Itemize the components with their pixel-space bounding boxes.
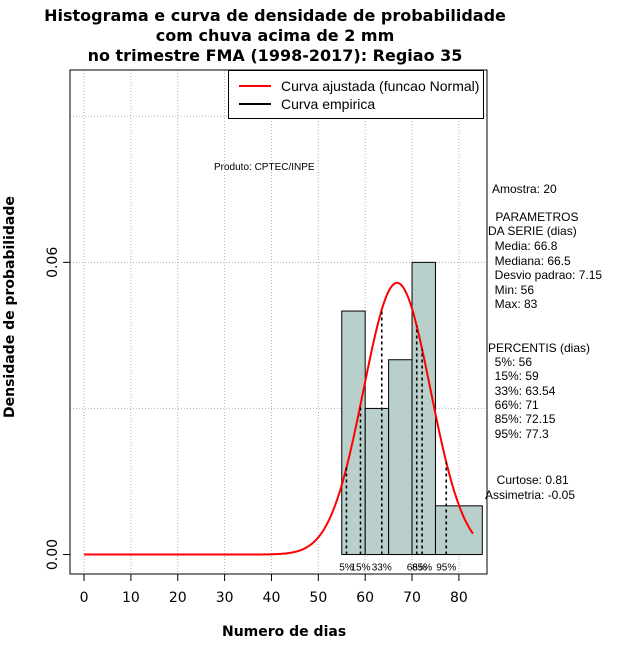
chart-title-line-3: no trimestre FMA (1998-2017): Regiao 35 [87, 46, 463, 65]
y-axis-title: Densidade de probabilidade [2, 196, 18, 418]
legend-fit-line [239, 85, 271, 87]
assimetria-text: Assimetria: -0.05 [485, 488, 576, 502]
chart-title-line-2: com chuva acima de 2 mm [155, 26, 395, 45]
percentil-33: 33%: 63.54 [488, 384, 556, 398]
legend: Curva ajustada (funcao Normal) Curva emp… [228, 70, 484, 119]
curtose-text: Curtose: 0.81 [490, 473, 569, 487]
histogram-bar [434, 505, 483, 556]
x-tick-label: 40 [263, 590, 281, 606]
param-min: Min: 56 [488, 283, 535, 297]
amostra-text: Amostra: 20 [492, 182, 557, 196]
percentis-title: PERCENTIS (dias) [488, 341, 591, 355]
x-axis-title: Numero de dias [222, 624, 347, 640]
percentil-66: 66%: 71 [488, 398, 539, 412]
percentile-label: 95% [436, 563, 456, 574]
x-tick-label: 0 [80, 590, 89, 606]
x-tick-label: 20 [169, 590, 187, 606]
x-tick-label: 70 [403, 590, 421, 606]
percentil-85: 85%: 72.15 [488, 412, 556, 426]
params-title-1: PARAMETROS [492, 210, 579, 224]
x-tick-label: 80 [450, 590, 468, 606]
legend-empirical-label: Curva empirica [281, 96, 376, 112]
percentile-label: 5% [339, 563, 354, 574]
normal-fit-curve [84, 281, 474, 556]
produto-label: Produto: CPTEC/INPE [214, 162, 315, 173]
y-tick-label: 0.00 [45, 539, 61, 570]
y-tick-label: 0.06 [45, 247, 61, 278]
legend-empirical-line [239, 103, 271, 105]
histogram-bar [388, 359, 413, 556]
percentil-15: 15%: 59 [488, 369, 539, 383]
percentile-label: 85% [412, 563, 432, 574]
legend-item-empirical: Curva empirica [239, 95, 375, 113]
percentile-label: 33% [372, 563, 392, 574]
legend-item-fit: Curva ajustada (funcao Normal) [239, 77, 479, 95]
histogram-bar [411, 261, 436, 556]
params-title-2: DA SERIE (dias) [488, 224, 577, 238]
param-max: Max: 83 [488, 297, 538, 311]
histogram-bar [364, 407, 390, 556]
legend-fit-label: Curva ajustada (funcao Normal) [281, 78, 480, 94]
histogram-bar [341, 310, 366, 556]
param-mediana: Mediana: 66.5 [488, 254, 571, 268]
x-tick-label: 60 [356, 590, 374, 606]
x-tick-label: 50 [309, 590, 327, 606]
param-media: Media: 66.8 [488, 239, 558, 253]
chart-title-line-1: Histograma e curva de densidade de proba… [44, 6, 506, 25]
x-tick-label: 30 [216, 590, 234, 606]
percentil-95: 95%: 77.3 [488, 427, 549, 441]
percentile-label: 66% [407, 563, 427, 574]
x-tick-label: 10 [122, 590, 140, 606]
percentile-label: 15% [350, 563, 370, 574]
percentil-5: 5%: 56 [488, 355, 533, 369]
param-desvio: Desvio padrao: 7.15 [488, 268, 603, 282]
